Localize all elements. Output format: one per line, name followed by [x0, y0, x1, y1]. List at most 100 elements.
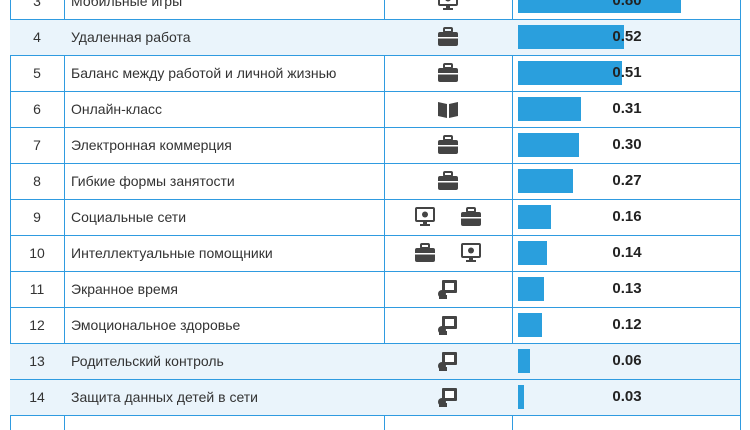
- topic-cell: Защита данных детей в сети: [71, 389, 259, 405]
- category-icons: [384, 199, 512, 235]
- table-bottom-border: [10, 415, 740, 416]
- table-row: 14 Защита данных детей в сети 0.03: [10, 379, 740, 415]
- table-row: 10 Интеллектуальные помощники 0.14: [10, 235, 740, 271]
- topic-cell: Родительский контроль: [71, 353, 224, 369]
- briefcase-icon: [413, 242, 437, 264]
- category-icons: [384, 91, 512, 127]
- value-bar: [518, 205, 551, 229]
- row-divider: [10, 163, 740, 164]
- category-icons: [384, 0, 512, 19]
- rank-cell: 12: [29, 317, 45, 333]
- rank-cell: 4: [33, 29, 41, 45]
- topic-cell: Гибкие формы занятости: [71, 173, 235, 189]
- rank-cell: 8: [33, 173, 41, 189]
- row-divider: [10, 415, 740, 416]
- table-row: 3 Мобильные игры 0.80: [10, 0, 740, 19]
- topic-cell: Онлайн-класс: [71, 101, 163, 117]
- category-icons: [384, 127, 512, 163]
- rank-cell: 10: [29, 245, 45, 261]
- rank-cell: 3: [33, 0, 41, 9]
- table-row: 5 Баланс между работой и личной жизнью 0.5…: [10, 55, 740, 91]
- category-icons: [384, 19, 512, 55]
- value-bar: [518, 61, 622, 85]
- value-label: 0.16: [612, 208, 642, 225]
- row-divider: [10, 379, 740, 380]
- value-bar: [518, 349, 530, 373]
- table-row: 8 Гибкие формы занятости 0.27: [10, 163, 740, 199]
- column-divider-icons: [512, 0, 513, 430]
- topic-cell: Электронная коммерция: [71, 137, 232, 153]
- category-icons: [384, 235, 512, 271]
- kids-device-icon: [436, 350, 460, 372]
- kids-device-icon: [436, 386, 460, 408]
- category-icons: [384, 379, 512, 415]
- value-bar: [518, 133, 579, 157]
- book-icon: [436, 98, 460, 120]
- value-label: 0.13: [612, 280, 642, 297]
- value-bar: [518, 169, 573, 193]
- kids-device-icon: [436, 314, 460, 336]
- value-bar: [518, 0, 681, 13]
- table-row: 11 Экранное время 0.13: [10, 271, 740, 307]
- value-bar: [518, 241, 547, 265]
- value-bar: [518, 25, 624, 49]
- value-label: 0.03: [612, 388, 642, 405]
- value-label: 0.52: [612, 28, 642, 45]
- column-divider-topic: [384, 0, 385, 430]
- kids-device-icon: [436, 278, 460, 300]
- rank-cell: 13: [29, 353, 45, 369]
- value-label: 0.31: [612, 100, 642, 117]
- topic-cell: Мобильные игры: [71, 0, 183, 9]
- row-divider: [10, 19, 740, 20]
- value-label: 0.14: [612, 244, 642, 261]
- table-row: 12 Эмоциональное здоровье 0.12: [10, 307, 740, 343]
- row-divider: [10, 271, 740, 272]
- briefcase-icon: [436, 170, 460, 192]
- table-border-left: [10, 0, 11, 430]
- table-row: 6 Онлайн-класс 0.31: [10, 91, 740, 127]
- category-icons: [384, 271, 512, 307]
- briefcase-icon: [459, 206, 483, 228]
- row-divider: [10, 127, 740, 128]
- topic-cell: Эмоциональное здоровье: [71, 317, 241, 333]
- value-label: 0.06: [612, 352, 642, 369]
- table-row: 13 Родительский контроль 0.06: [10, 343, 740, 379]
- column-divider-rank: [64, 0, 65, 430]
- computer-icon: [436, 0, 460, 12]
- row-divider: [10, 91, 740, 92]
- table-row: 9 Социальные сети 0.16: [10, 199, 740, 235]
- category-icons: [384, 307, 512, 343]
- row-divider: [10, 343, 740, 344]
- table-row: 4 Удаленная работа 0.52: [10, 19, 740, 55]
- table-row: 7 Электронная коммерция 0.30: [10, 127, 740, 163]
- topic-cell: Экранное время: [71, 281, 178, 297]
- topic-cell: Удаленная работа: [71, 29, 191, 45]
- rank-cell: 7: [33, 137, 41, 153]
- row-divider: [10, 235, 740, 236]
- value-label: 0.30: [612, 136, 642, 153]
- topic-cell: Баланс между работой и личной жизнью: [71, 65, 337, 81]
- computer-icon: [413, 206, 437, 228]
- topic-cell: Интеллектуальные помощники: [71, 245, 273, 261]
- computer-icon: [459, 242, 483, 264]
- briefcase-icon: [436, 26, 460, 48]
- value-bar: [518, 97, 581, 121]
- row-divider: [10, 55, 740, 56]
- topic-cell: Социальные сети: [71, 209, 187, 225]
- value-bar: [518, 385, 524, 409]
- value-bar: [518, 277, 544, 301]
- rank-cell: 11: [29, 281, 45, 297]
- rank-cell: 6: [33, 101, 41, 117]
- value-label: 0.27: [612, 172, 642, 189]
- value-bar: [518, 313, 542, 337]
- briefcase-icon: [436, 62, 460, 84]
- value-label: 0.51: [612, 64, 642, 81]
- rank-cell: 14: [29, 389, 45, 405]
- rank-cell: 9: [33, 209, 41, 225]
- row-divider: [10, 199, 740, 200]
- value-label: 0.12: [612, 316, 642, 333]
- briefcase-icon: [436, 134, 460, 156]
- table-border-right: [740, 0, 741, 430]
- category-icons: [384, 343, 512, 379]
